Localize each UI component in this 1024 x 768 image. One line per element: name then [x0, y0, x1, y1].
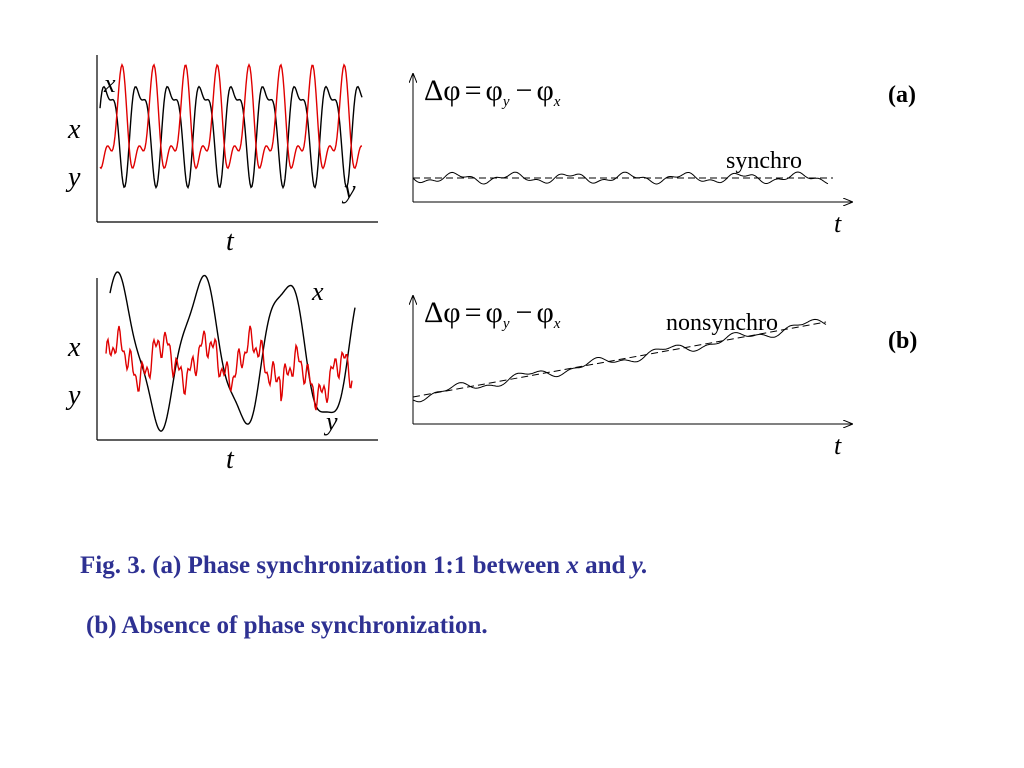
panel-a-trace-label-x: x: [103, 69, 116, 98]
panel-b-axis-label-x: x: [67, 332, 81, 363]
panel-a-timeseries: x y x y t: [65, 55, 378, 257]
panel-b-phase-trend: [412, 321, 827, 398]
panel-b-tag: (b): [888, 328, 918, 354]
panel-b-phase-plot: Δφ = φy − φx nonsynchro t: [413, 296, 852, 460]
figure: x y x y t Δφ = φy − φx synchro t x y x: [65, 55, 1024, 475]
panel-b-trace-label-y: y: [323, 407, 338, 436]
panel-a-x-trace: [99, 85, 363, 190]
caption-var-x: x: [566, 552, 579, 579]
caption-line-1: Fig. 3. (a) Phase synchronization 1:1 be…: [80, 552, 648, 580]
panel-a-phase-plot: Δφ = φy − φx synchro t: [413, 74, 852, 238]
panel-a-tag: (a): [888, 82, 916, 108]
caption-var-y: y.: [631, 552, 649, 579]
panel-b-equation: Δφ = φy − φx: [424, 296, 561, 332]
caption-and: and: [578, 552, 632, 579]
panel-a-y-trace: [99, 62, 363, 170]
panel-a-axis-label-y: y: [65, 162, 81, 193]
panel-b-axis-label-y: y: [65, 380, 81, 411]
caption-prefix: Fig. 3. (a) Phase synchronization 1:1 be…: [80, 552, 567, 579]
panel-b-ts-time-label: t: [226, 444, 235, 475]
panel-b-timeseries: x y x y t: [65, 271, 378, 475]
panel-b-trace-label-x: x: [311, 277, 324, 306]
panel-a-phase-time-label: t: [834, 209, 842, 238]
panel-a-ts-time-label: t: [226, 226, 235, 257]
panel-b-phase-time-label: t: [834, 431, 842, 460]
panel-b-phase-curve: [412, 318, 827, 403]
panel-b-y-trace: [105, 325, 353, 411]
panel-a-axis-label-x: x: [67, 114, 81, 145]
caption-line-2: (b) Absence of phase synchronization.: [86, 612, 488, 639]
panel-b-state-label: nonsynchro: [666, 310, 778, 336]
panel-a-equation: Δφ = φy − φx: [424, 74, 561, 110]
panel-a-state-label: synchro: [726, 148, 802, 174]
panel-a-phase-curve: [412, 171, 829, 185]
panel-a-trace-label-y: y: [341, 175, 356, 204]
